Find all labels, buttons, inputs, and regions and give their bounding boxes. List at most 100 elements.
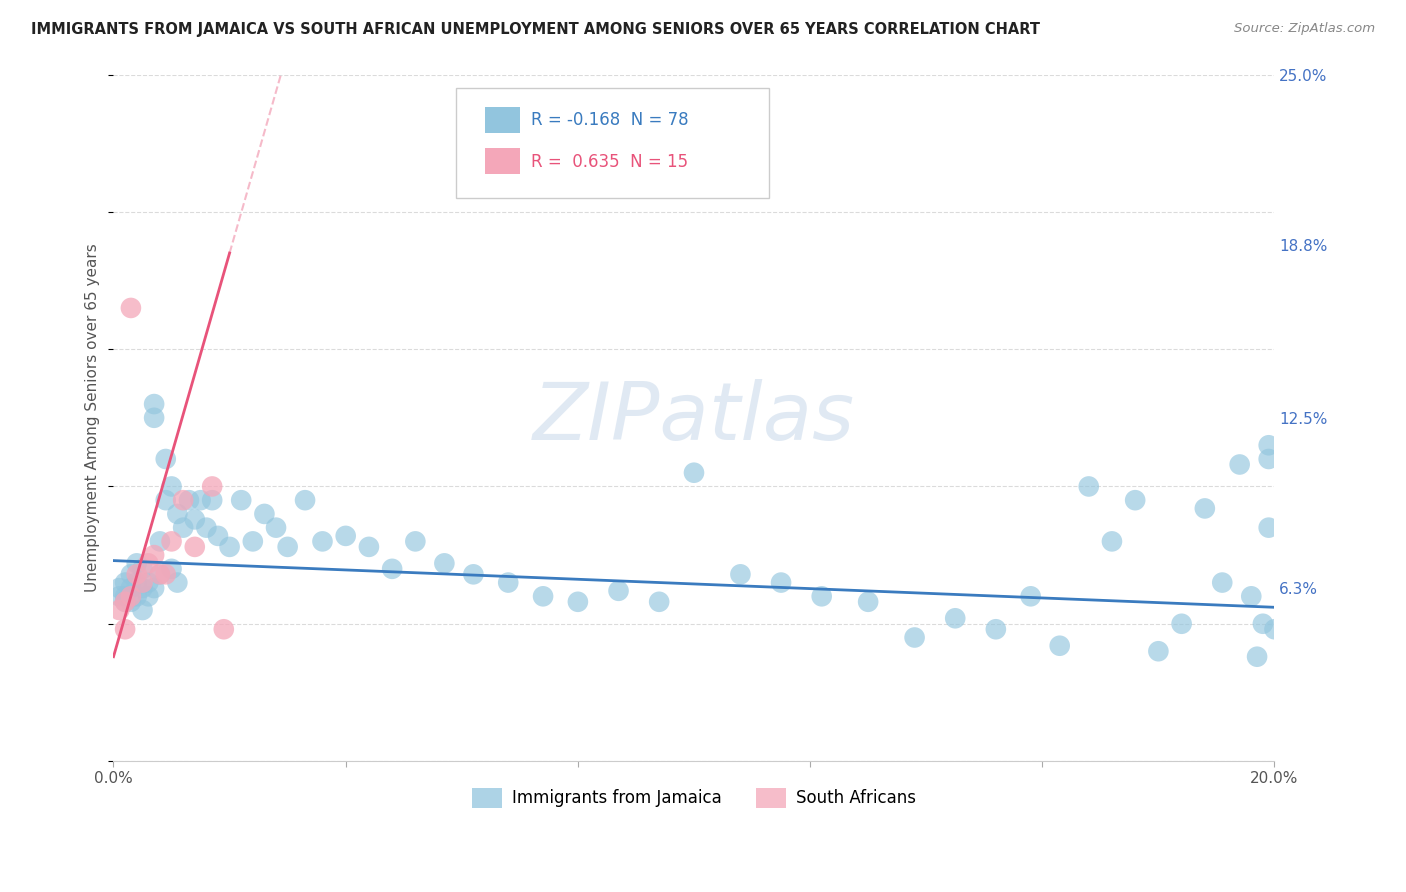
Point: [120, 301, 142, 315]
Point: [218, 540, 240, 554]
Point: [160, 534, 183, 549]
Point: [1049, 639, 1071, 653]
Point: [114, 595, 136, 609]
Point: [648, 595, 671, 609]
Point: [207, 529, 229, 543]
Point: [190, 493, 212, 508]
Point: [1211, 575, 1233, 590]
Point: [404, 534, 426, 549]
Point: [125, 567, 148, 582]
Point: [253, 507, 276, 521]
Point: [1263, 622, 1285, 636]
Point: [125, 590, 148, 604]
Point: [984, 622, 1007, 636]
Point: [903, 631, 925, 645]
Point: [1257, 521, 1279, 535]
Point: [1229, 458, 1251, 472]
Point: [1170, 616, 1192, 631]
Point: [166, 575, 188, 590]
Bar: [485, 107, 520, 133]
Point: [294, 493, 316, 508]
Point: [1240, 590, 1263, 604]
Point: [1101, 534, 1123, 549]
Legend: Immigrants from Jamaica, South Africans: Immigrants from Jamaica, South Africans: [465, 780, 922, 814]
Point: [277, 540, 299, 554]
Bar: [485, 148, 520, 174]
Point: [463, 567, 485, 582]
Text: ZIPatlas: ZIPatlas: [533, 379, 855, 457]
FancyBboxPatch shape: [456, 88, 769, 198]
Point: [131, 581, 153, 595]
Point: [172, 493, 194, 508]
Point: [114, 595, 136, 609]
Point: [1257, 438, 1279, 452]
Text: R =  0.635  N = 15: R = 0.635 N = 15: [531, 153, 689, 170]
Point: [120, 581, 142, 595]
Point: [108, 590, 131, 604]
Point: [155, 493, 177, 508]
Point: [149, 534, 172, 549]
Point: [125, 557, 148, 571]
Point: [264, 521, 287, 535]
Point: [120, 595, 142, 609]
Point: [1077, 479, 1099, 493]
Point: [125, 575, 148, 590]
Point: [567, 595, 589, 609]
Point: [149, 567, 172, 582]
Point: [496, 575, 519, 590]
Point: [201, 479, 224, 493]
Point: [108, 603, 131, 617]
Point: [311, 534, 333, 549]
Point: [160, 479, 183, 493]
Point: [136, 590, 159, 604]
Point: [131, 603, 153, 617]
Point: [177, 493, 200, 508]
Text: R = -0.168  N = 78: R = -0.168 N = 78: [531, 111, 689, 128]
Point: [1246, 649, 1268, 664]
Point: [231, 493, 253, 508]
Point: [166, 507, 188, 521]
Point: [242, 534, 264, 549]
Point: [120, 567, 142, 582]
Text: Source: ZipAtlas.com: Source: ZipAtlas.com: [1234, 22, 1375, 36]
Point: [810, 590, 832, 604]
Point: [531, 590, 554, 604]
Point: [172, 521, 194, 535]
Point: [143, 548, 166, 562]
Point: [131, 562, 153, 576]
Point: [114, 575, 136, 590]
Point: [1194, 501, 1216, 516]
Point: [136, 575, 159, 590]
Point: [433, 557, 456, 571]
Point: [335, 529, 357, 543]
Point: [160, 562, 183, 576]
Point: [155, 567, 177, 582]
Point: [108, 581, 131, 595]
Point: [184, 512, 207, 526]
Point: [607, 583, 630, 598]
Point: [195, 521, 218, 535]
Point: [143, 581, 166, 595]
Point: [201, 493, 224, 508]
Point: [357, 540, 380, 554]
Point: [155, 452, 177, 467]
Point: [114, 622, 136, 636]
Point: [1019, 590, 1042, 604]
Text: IMMIGRANTS FROM JAMAICA VS SOUTH AFRICAN UNEMPLOYMENT AMONG SENIORS OVER 65 YEAR: IMMIGRANTS FROM JAMAICA VS SOUTH AFRICAN…: [31, 22, 1040, 37]
Point: [212, 622, 235, 636]
Point: [1147, 644, 1170, 658]
Point: [730, 567, 752, 582]
Point: [131, 575, 153, 590]
Point: [136, 557, 159, 571]
Point: [683, 466, 706, 480]
Point: [943, 611, 966, 625]
Point: [856, 595, 879, 609]
Point: [143, 397, 166, 411]
Point: [1257, 452, 1279, 467]
Point: [184, 540, 207, 554]
Point: [114, 590, 136, 604]
Point: [1123, 493, 1146, 508]
Point: [770, 575, 793, 590]
Point: [1251, 616, 1274, 631]
Point: [381, 562, 404, 576]
